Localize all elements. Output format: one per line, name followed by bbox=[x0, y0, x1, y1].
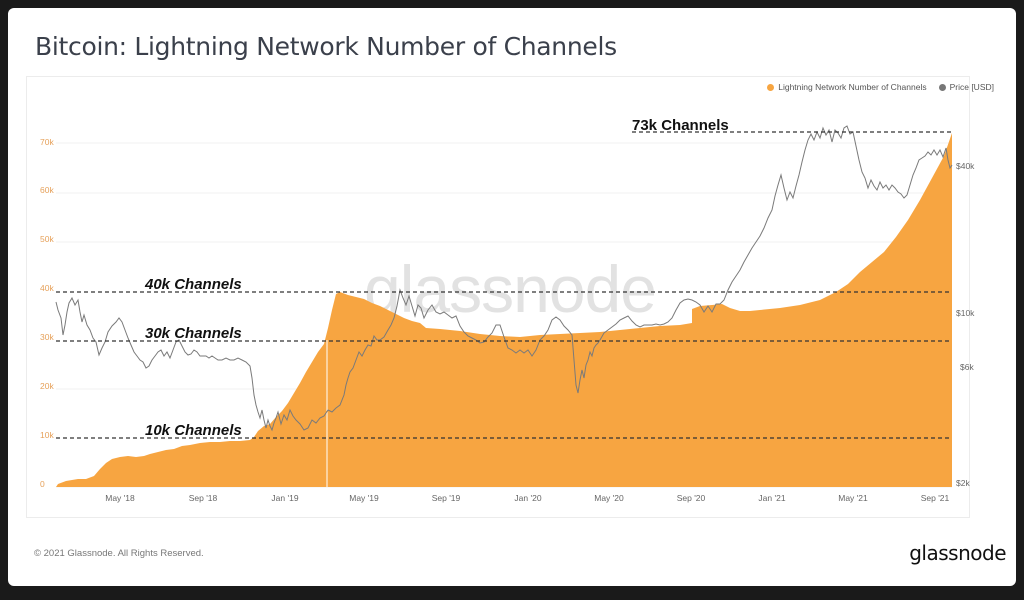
y-axis-right: $2k $6k $10k $40k bbox=[956, 161, 975, 488]
annotation-30k: 30k Channels bbox=[145, 325, 242, 342]
y-tick: 20k bbox=[40, 381, 54, 391]
y-axis-left: 0 10k 20k 30k 40k 50k 60k 70k bbox=[40, 137, 54, 489]
channels-area bbox=[56, 133, 952, 487]
legend-label-channels: Lightning Network Number of Channels bbox=[778, 82, 927, 92]
x-tick: May '18 bbox=[105, 493, 135, 503]
y-tick: 60k bbox=[40, 185, 54, 195]
x-tick: May '21 bbox=[838, 493, 868, 503]
x-axis: May '18 Sep '18 Jan '19 May '19 Sep '19 … bbox=[105, 493, 949, 503]
brand-logo[interactable]: glassnode bbox=[909, 541, 1006, 565]
price-line bbox=[55, 125, 953, 432]
watermark: glassnode bbox=[364, 252, 656, 326]
x-tick: Sep '21 bbox=[921, 493, 950, 503]
annotation-10k: 10k Channels bbox=[145, 422, 242, 439]
x-tick: Sep '20 bbox=[677, 493, 706, 503]
legend-dot-channels-icon bbox=[767, 83, 775, 91]
y-tick: 30k bbox=[40, 332, 54, 342]
legend-item-price[interactable]: Price [USD] bbox=[938, 82, 994, 92]
reference-lines bbox=[56, 131, 952, 439]
x-tick: Jan '20 bbox=[514, 493, 541, 503]
x-tick: Jan '21 bbox=[758, 493, 785, 503]
y-right-tick: $40k bbox=[956, 161, 975, 171]
copyright-text: © 2021 Glassnode. All Rights Reserved. bbox=[34, 548, 204, 559]
y-tick: 0 bbox=[40, 479, 45, 489]
y-right-tick: $6k bbox=[960, 362, 974, 372]
x-tick: May '20 bbox=[594, 493, 624, 503]
y-right-tick: $2k bbox=[956, 478, 970, 488]
x-tick: May '19 bbox=[349, 493, 379, 503]
x-tick: Sep '18 bbox=[189, 493, 218, 503]
y-tick: 10k bbox=[40, 430, 54, 440]
x-tick: Jan '19 bbox=[271, 493, 298, 503]
chart-legend: Lightning Network Number of Channels Pri… bbox=[767, 82, 994, 92]
y-tick: 70k bbox=[40, 137, 54, 147]
legend-item-channels[interactable]: Lightning Network Number of Channels bbox=[767, 82, 927, 92]
legend-dot-price-icon bbox=[938, 83, 946, 91]
legend-label-price: Price [USD] bbox=[949, 82, 994, 92]
y-tick: 50k bbox=[40, 234, 54, 244]
annotation-40k: 40k Channels bbox=[144, 276, 242, 293]
y-tick: 40k bbox=[40, 283, 54, 293]
y-right-tick: $10k bbox=[956, 308, 975, 318]
x-tick: Sep '19 bbox=[432, 493, 461, 503]
annotation-73k: 73k Channels bbox=[632, 117, 729, 134]
page-title: Bitcoin: Lightning Network Number of Cha… bbox=[35, 32, 617, 61]
